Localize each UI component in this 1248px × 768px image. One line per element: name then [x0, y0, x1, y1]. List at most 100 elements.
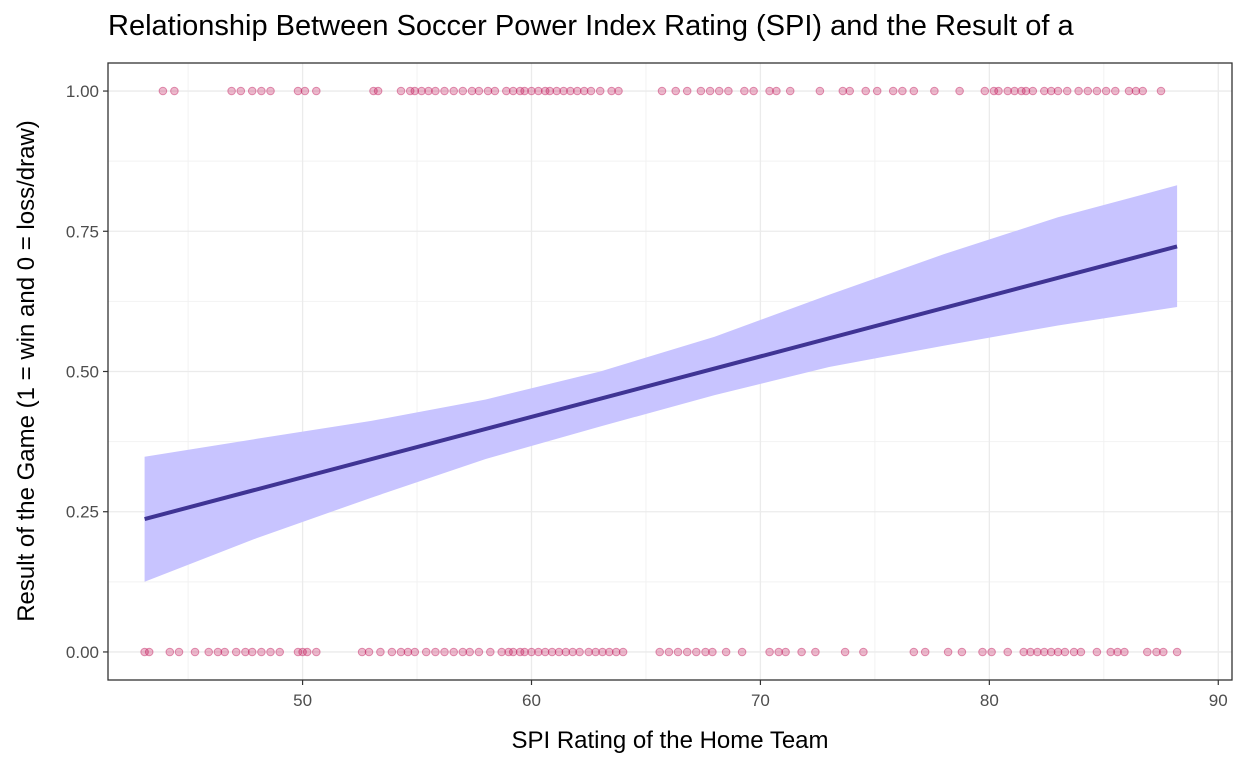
data-point	[579, 86, 589, 96]
data-point	[1152, 647, 1161, 657]
data-point	[591, 647, 600, 657]
data-point	[236, 86, 246, 96]
data-point	[396, 86, 406, 96]
data-point	[955, 86, 964, 96]
data-point	[586, 86, 596, 96]
data-point	[508, 647, 518, 657]
data-point	[190, 647, 200, 657]
data-point	[765, 647, 774, 657]
data-point	[1028, 86, 1038, 96]
data-point	[396, 647, 406, 657]
data-point	[1092, 86, 1102, 96]
data-point	[888, 86, 898, 96]
data-point	[364, 647, 374, 657]
data-point	[515, 647, 525, 657]
data-point	[1083, 86, 1093, 96]
data-point	[920, 647, 930, 657]
data-point	[765, 86, 774, 96]
data-point	[559, 86, 568, 96]
data-point	[980, 86, 990, 96]
data-point	[424, 86, 433, 96]
data-point	[266, 647, 275, 657]
data-point	[1003, 647, 1013, 657]
data-point	[545, 86, 555, 96]
data-point	[417, 86, 426, 96]
data-point	[1040, 647, 1049, 657]
data-point	[655, 647, 665, 657]
data-point	[369, 86, 378, 96]
data-point	[527, 647, 536, 657]
data-point	[241, 647, 250, 657]
data-point	[300, 86, 310, 96]
data-point	[566, 86, 575, 96]
data-point	[781, 647, 790, 657]
data-point	[257, 647, 266, 657]
data-point	[930, 86, 939, 96]
data-point	[170, 86, 179, 96]
data-point	[1131, 86, 1141, 96]
y-tick-label: 0.00	[66, 643, 99, 662]
y-tick-label: 0.50	[66, 363, 99, 382]
data-point	[605, 647, 614, 657]
data-point	[1017, 86, 1026, 96]
data-point	[1060, 647, 1070, 657]
data-points	[140, 86, 1182, 657]
data-point	[302, 647, 312, 657]
data-point	[598, 647, 607, 657]
data-point	[540, 647, 550, 657]
data-point	[527, 86, 536, 96]
data-point	[595, 86, 605, 96]
data-point	[174, 647, 184, 657]
data-point	[467, 86, 477, 96]
data-point	[266, 86, 275, 96]
data-point	[1003, 86, 1013, 96]
data-point	[1111, 86, 1120, 96]
data-point	[312, 647, 321, 657]
data-point	[1010, 86, 1019, 96]
data-point	[1124, 86, 1134, 96]
data-point	[568, 647, 578, 657]
data-point	[714, 86, 724, 96]
data-point	[508, 86, 518, 96]
chart-title: Relationship Between Soccer Power Index …	[108, 10, 1074, 42]
x-axis: 50 60 70 80 90	[293, 680, 1228, 710]
data-point	[293, 647, 303, 657]
data-point	[405, 86, 415, 96]
data-point	[957, 647, 967, 657]
data-point	[701, 647, 710, 657]
data-point	[158, 86, 168, 96]
data-point	[520, 86, 529, 96]
data-point	[692, 647, 701, 657]
data-point	[440, 86, 449, 96]
data-point	[774, 647, 784, 657]
data-point	[1033, 647, 1042, 657]
data-point	[1159, 647, 1168, 657]
data-point	[614, 86, 623, 96]
data-point	[449, 86, 459, 96]
y-tick-label: 0.75	[66, 222, 99, 241]
data-point	[1106, 647, 1115, 657]
data-point	[1062, 86, 1072, 96]
data-point	[1156, 86, 1166, 96]
x-tick-label: 60	[522, 691, 541, 710]
data-point	[772, 86, 781, 96]
data-point	[247, 647, 257, 657]
data-point	[1101, 86, 1111, 96]
data-point	[561, 647, 571, 657]
data-point	[1120, 647, 1129, 657]
data-point	[815, 86, 825, 96]
data-point	[410, 86, 420, 96]
data-point	[1040, 86, 1049, 96]
data-point	[909, 86, 919, 96]
data-point	[705, 86, 715, 96]
data-point	[1143, 647, 1152, 657]
data-point	[708, 647, 717, 657]
data-point	[671, 86, 681, 96]
data-point	[204, 647, 213, 657]
data-point	[943, 647, 953, 657]
data-point	[534, 86, 543, 96]
data-point	[231, 647, 241, 657]
data-point	[357, 647, 367, 657]
x-tick-label: 90	[1209, 691, 1228, 710]
